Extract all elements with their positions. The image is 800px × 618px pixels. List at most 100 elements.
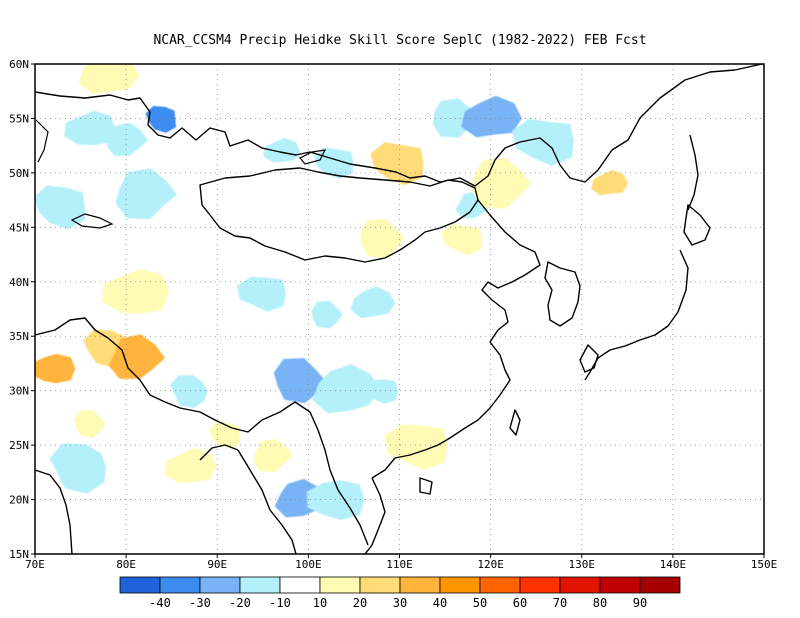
skill-patch-shape	[263, 137, 300, 163]
colorbar-label: 90	[633, 596, 647, 610]
lon-label: 100E	[295, 558, 322, 571]
lat-label: 60N	[9, 58, 29, 71]
skill-patch-shape	[102, 268, 170, 314]
skill-patch	[350, 286, 396, 319]
skill-patch	[49, 443, 106, 494]
colorbar-cell	[599, 576, 641, 594]
skill-patches	[35, 64, 629, 520]
map-panel: 60N 55N 50N 45N 40N 35N 30N 25N 20N 15N 70E 80E 90E…	[9, 58, 777, 571]
colorbar-label: 10	[313, 596, 327, 610]
skill-patch-shape	[253, 438, 294, 472]
skill-patch-shape	[472, 157, 532, 209]
skill-patch-shape	[370, 142, 424, 186]
skill-patch-shape	[591, 170, 629, 196]
lat-label: 50N	[9, 167, 29, 180]
colorbar-label: -10	[269, 596, 291, 610]
korea-peninsula	[544, 261, 581, 327]
colorbar: -40 -30 -20 -10 10 20 30 40 50 60 70 80 90	[119, 576, 681, 610]
lat-label: 30N	[9, 385, 29, 398]
skill-patch-shape	[360, 218, 405, 259]
colorbar-cell	[639, 576, 681, 594]
colorbar-label: -20	[229, 596, 251, 610]
colorbar-label: 40	[433, 596, 447, 610]
skill-patch	[512, 118, 574, 166]
skill-patch-shape	[115, 168, 177, 220]
colorbar-cell	[519, 576, 561, 594]
colorbar-cell	[479, 576, 521, 594]
skill-patch-shape	[74, 410, 106, 438]
skill-patch	[384, 424, 448, 471]
chart-title: NCAR_CCSM4 Precip Heidke Skill Score Sep…	[153, 33, 646, 48]
skill-patch	[115, 168, 177, 220]
colorbar-cell	[119, 576, 161, 594]
skill-patch	[363, 379, 399, 404]
mongolia-border	[199, 167, 479, 263]
lat-label: 55N	[9, 112, 29, 125]
skill-patch-shape	[108, 334, 165, 379]
skill-patch-shape	[350, 286, 396, 319]
skill-patch	[35, 353, 76, 384]
lat-label: 15N	[9, 548, 29, 561]
skill-patch-shape	[64, 110, 117, 146]
south-asia-border	[35, 317, 369, 546]
lon-label: 150E	[751, 558, 778, 571]
skill-patch	[108, 334, 165, 379]
colorbar-label: 80	[593, 596, 607, 610]
colorbar-label: -30	[189, 596, 211, 610]
kyushu	[579, 344, 599, 373]
colorbar-cell	[359, 576, 401, 594]
colorbar-label: 70	[553, 596, 567, 610]
gridlines	[35, 64, 764, 554]
skill-patch-shape	[314, 147, 354, 180]
bay-bengal-coast	[199, 444, 239, 461]
lat-label: 40N	[9, 276, 29, 289]
longitude-labels: 70E 80E 90E 100E 110E 120E 130E 140E 150E	[25, 554, 777, 571]
central-asia-border	[35, 64, 763, 187]
skill-patch-shape	[306, 480, 365, 520]
skill-patch	[472, 157, 532, 209]
lon-label: 110E	[386, 558, 413, 571]
lat-label: 45N	[9, 221, 29, 234]
skill-patch	[64, 110, 117, 146]
skill-patch-shape	[35, 353, 76, 384]
skill-patch	[360, 218, 405, 259]
skill-patch	[237, 276, 286, 312]
colorbar-cell	[399, 576, 441, 594]
sakhalin	[687, 134, 699, 211]
skill-patch	[74, 410, 106, 438]
skill-patch	[311, 300, 343, 329]
skill-patch	[253, 438, 294, 472]
skill-patch-shape	[35, 185, 85, 230]
skill-patch	[312, 364, 381, 414]
lake-balkhash	[70, 213, 114, 229]
skill-patch	[263, 137, 300, 163]
caspian-edge	[35, 119, 49, 163]
skill-patch	[78, 64, 140, 95]
skill-patch-shape	[312, 364, 381, 414]
skill-patch-shape	[49, 443, 106, 494]
lakes	[35, 119, 327, 229]
colorbar-cell	[239, 576, 281, 594]
colorbar-label: -40	[149, 596, 171, 610]
colorbar-label: 20	[353, 596, 367, 610]
colorbar-cell	[279, 576, 321, 594]
skill-patch-shape	[363, 379, 399, 404]
lon-label: 70E	[25, 558, 45, 571]
skill-patch	[106, 122, 149, 156]
lat-label: 35N	[9, 330, 29, 343]
myanmar-coast	[237, 449, 297, 554]
lat-label: 25N	[9, 439, 29, 452]
japan-hokkaido	[683, 204, 711, 246]
lat-label: 20N	[9, 494, 29, 507]
china-east-coast	[371, 199, 541, 479]
skill-patch-shape	[145, 106, 176, 133]
lon-label: 90E	[207, 558, 227, 571]
colorbar-label: 50	[473, 596, 487, 610]
skill-patch	[170, 375, 208, 409]
indochina-coast	[364, 477, 386, 554]
skill-patch-shape	[384, 424, 448, 471]
skill-patch	[306, 480, 365, 520]
skill-patch-shape	[461, 95, 522, 138]
skill-patch	[102, 268, 170, 314]
